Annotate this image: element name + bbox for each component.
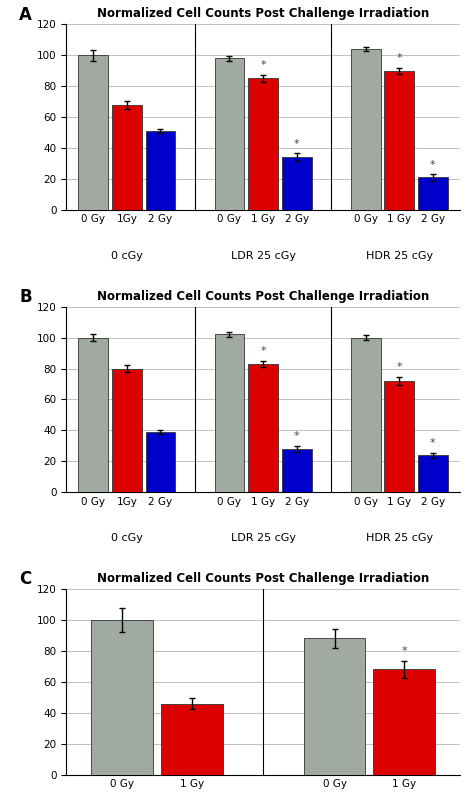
- Bar: [351, 337, 381, 492]
- Bar: [112, 369, 142, 492]
- Text: *: *: [396, 53, 402, 63]
- Text: *: *: [396, 362, 402, 372]
- Text: *: *: [430, 160, 436, 169]
- Bar: [282, 449, 311, 492]
- Bar: [418, 178, 448, 210]
- Bar: [161, 704, 223, 775]
- Bar: [351, 49, 381, 210]
- Text: *: *: [294, 431, 300, 441]
- Text: HDR 25 cGy: HDR 25 cGy: [366, 251, 433, 261]
- Title: Normalized Cell Counts Post Challenge Irradiation: Normalized Cell Counts Post Challenge Ir…: [97, 572, 429, 585]
- Text: 0 cGy: 0 cGy: [111, 533, 143, 543]
- Text: A: A: [19, 6, 32, 23]
- Text: HDR 25 cGy: HDR 25 cGy: [366, 533, 433, 543]
- Bar: [215, 334, 245, 492]
- Bar: [215, 58, 245, 210]
- Bar: [112, 105, 142, 210]
- Text: *: *: [260, 346, 266, 356]
- Text: LDR 25 cGy: LDR 25 cGy: [230, 533, 296, 543]
- Bar: [282, 157, 311, 210]
- Bar: [146, 432, 175, 492]
- Text: C: C: [19, 571, 31, 588]
- Bar: [373, 670, 435, 775]
- Bar: [384, 381, 414, 492]
- Bar: [384, 71, 414, 210]
- Bar: [146, 131, 175, 210]
- Bar: [248, 364, 278, 492]
- Bar: [78, 55, 108, 210]
- Title: Normalized Cell Counts Post Challenge Irradiation: Normalized Cell Counts Post Challenge Ir…: [97, 290, 429, 303]
- Bar: [78, 337, 108, 492]
- Bar: [303, 638, 365, 775]
- Text: *: *: [260, 60, 266, 70]
- Title: Normalized Cell Counts Post Challenge Irradiation: Normalized Cell Counts Post Challenge Ir…: [97, 7, 429, 20]
- Text: 0 cGy: 0 cGy: [111, 251, 143, 261]
- Text: *: *: [430, 438, 436, 448]
- Text: *: *: [294, 139, 300, 148]
- Text: LDR 25 cGy: LDR 25 cGy: [230, 251, 296, 261]
- Bar: [91, 620, 153, 775]
- Text: B: B: [19, 288, 32, 306]
- Text: *: *: [401, 646, 407, 656]
- Bar: [418, 455, 448, 492]
- Bar: [248, 78, 278, 210]
